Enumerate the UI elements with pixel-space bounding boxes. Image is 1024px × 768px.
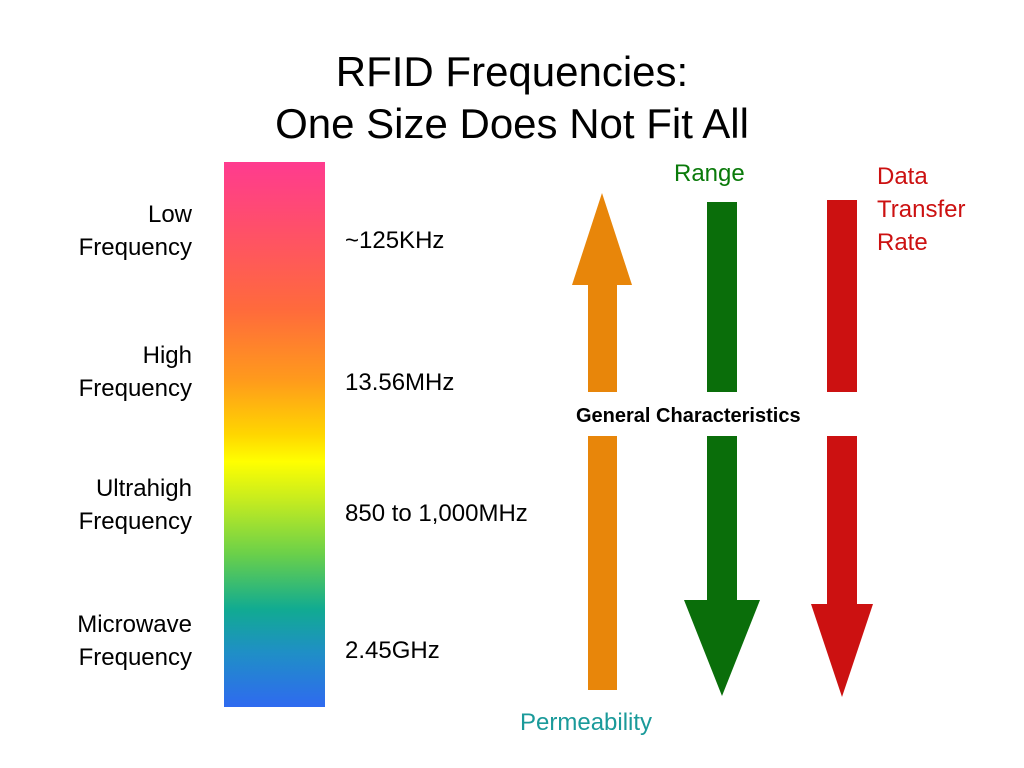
slide-title-line-2: One Size Does Not Fit All	[275, 100, 749, 147]
frequency-value-ultrahigh: 850 to 1,000MHz	[345, 500, 528, 527]
band-label-ultrahigh: Ultrahigh Frequency	[78, 475, 192, 535]
permeability-arrow-icon	[572, 193, 632, 690]
slide-title-line-1: RFID Frequencies:	[335, 48, 689, 95]
band-label-high: High Frequency	[78, 342, 192, 402]
data-transfer-rate-label: Data Transfer Rate	[877, 163, 966, 256]
frequency-value-microwave: 2.45GHz	[345, 637, 440, 664]
frequency-value-high: 13.56MHz	[345, 369, 455, 396]
band-label-low: Low Frequency	[78, 201, 192, 261]
range-label: Range	[674, 160, 745, 187]
data-rate-arrow-icon	[811, 200, 873, 697]
permeability-label: Permeability	[520, 709, 653, 736]
general-characteristics-label: General Characteristics	[576, 405, 801, 427]
frequency-spectrum-bar	[224, 162, 325, 707]
band-label-microwave: Microwave Frequency	[77, 611, 192, 671]
frequency-value-low: ~125KHz	[345, 227, 445, 254]
range-arrow-icon	[684, 202, 760, 696]
